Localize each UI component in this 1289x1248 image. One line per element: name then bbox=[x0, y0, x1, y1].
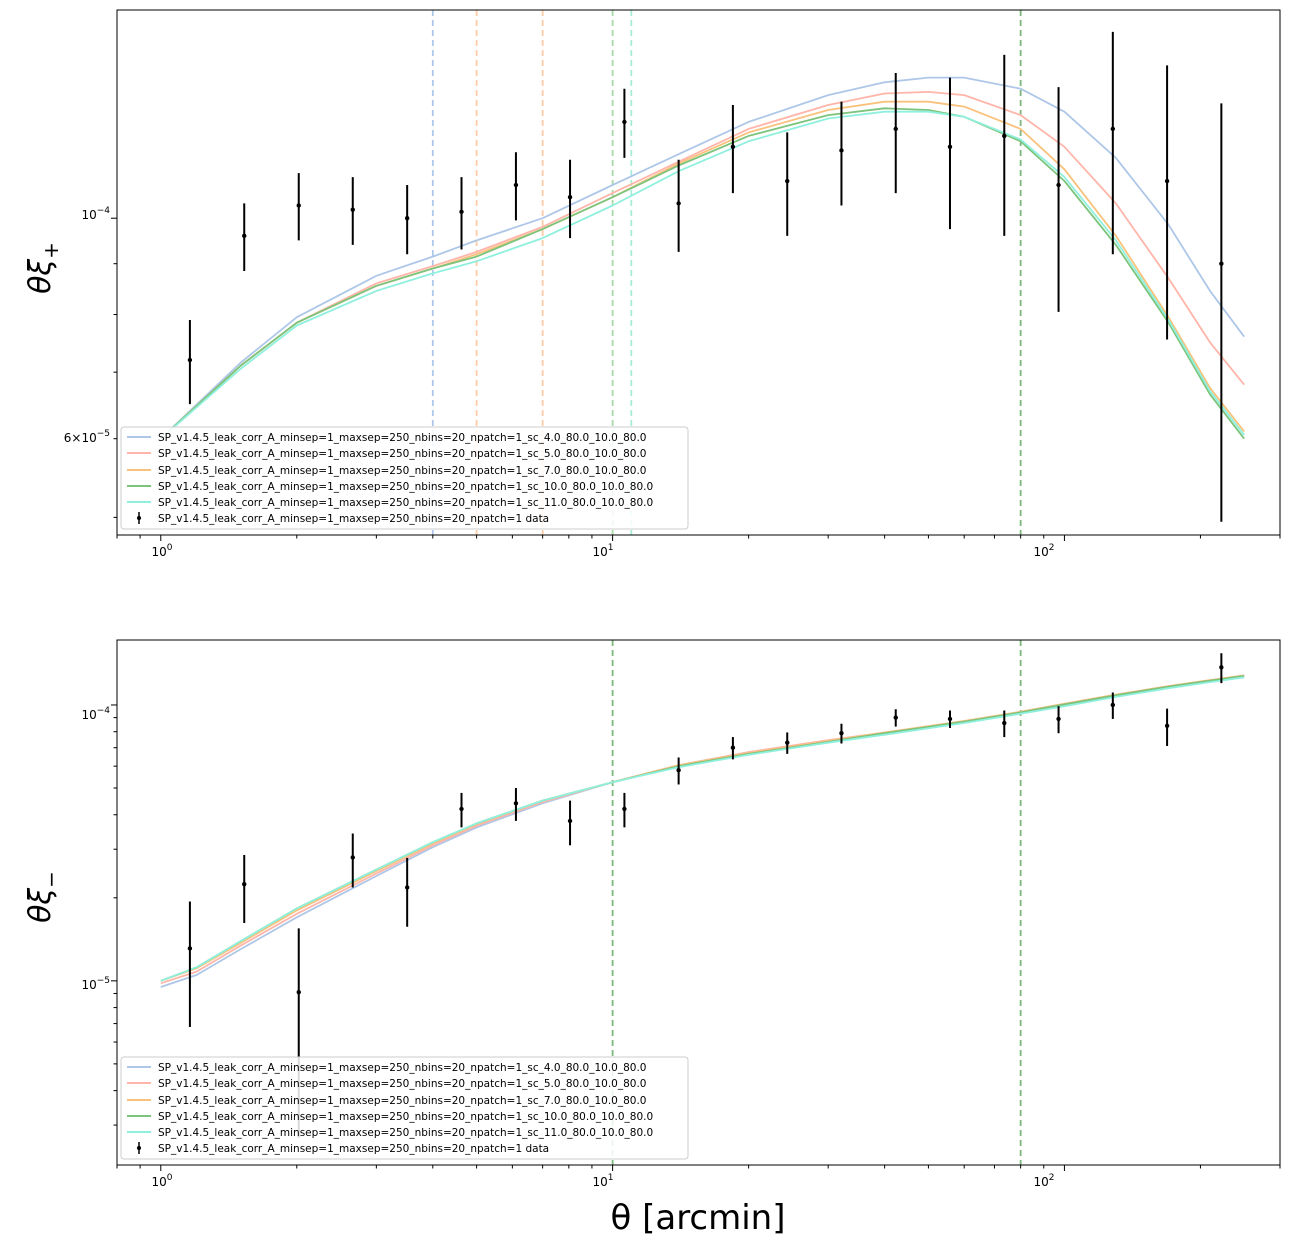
data-points bbox=[187, 653, 1224, 1138]
model-curve-sc-5-0-80-0-10-0-80-0 bbox=[160, 674, 1245, 985]
x-tick-label: 101 bbox=[592, 543, 613, 559]
data-point bbox=[296, 203, 301, 208]
panel-xi-minus bbox=[111, 639, 1281, 1171]
data-point bbox=[785, 740, 790, 745]
data-point bbox=[893, 126, 898, 132]
legend-top: SP_v1.4.5_leak_corr_A_minsep=1_maxsep=25… bbox=[120, 426, 689, 530]
xlabel: θ [arcmin] bbox=[610, 1198, 785, 1238]
legend-label: SP_v1.4.5_leak_corr_A_minsep=1_maxsep=25… bbox=[158, 481, 653, 493]
x-tick-label: 100 bbox=[151, 543, 172, 559]
data-point bbox=[1002, 720, 1007, 726]
legend-label: SP_v1.4.5_leak_corr_A_minsep=1_maxsep=25… bbox=[158, 465, 646, 477]
data-point bbox=[513, 182, 519, 188]
legend-label: SP_v1.4.5_leak_corr_A_minsep=1_maxsep=25… bbox=[158, 1062, 646, 1074]
legend-label: SP_v1.4.5_leak_corr_A_minsep=1_maxsep=25… bbox=[158, 1078, 646, 1090]
legend-label: SP_v1.4.5_leak_corr_A_minsep=1_maxsep=25… bbox=[158, 497, 653, 509]
data-point bbox=[839, 731, 844, 736]
data-point bbox=[187, 946, 193, 951]
data-point bbox=[785, 178, 790, 184]
x-tick-label: 102 bbox=[1033, 543, 1054, 559]
legend-marker bbox=[137, 1146, 141, 1150]
model-curve-sc-11-0-80-0-10-0-80-0 bbox=[160, 676, 1245, 982]
data-point bbox=[676, 201, 681, 206]
ylabel-xi-minus: θξ− bbox=[23, 871, 63, 923]
axes-frame bbox=[116, 639, 1281, 1166]
model-curve-sc-4-0-80-0-10-0-80-0 bbox=[160, 675, 1245, 988]
data-point bbox=[1056, 716, 1061, 722]
legend-bottom: SP_v1.4.5_leak_corr_A_minsep=1_maxsep=25… bbox=[120, 1056, 689, 1160]
data-point bbox=[1219, 665, 1224, 670]
model-curve-sc-10-0-80-0-10-0-80-0 bbox=[160, 107, 1245, 440]
y-tick-label: 6×10−5 bbox=[64, 429, 110, 445]
data-point bbox=[893, 715, 898, 720]
model-curve-sc-10-0-80-0-10-0-80-0 bbox=[160, 675, 1245, 982]
data-point bbox=[404, 216, 410, 221]
data-point bbox=[622, 119, 627, 125]
data-point bbox=[1056, 182, 1061, 188]
data-point bbox=[567, 194, 573, 200]
axes-frame bbox=[116, 9, 1281, 536]
panel-xi-plus bbox=[111, 9, 1281, 541]
x-tick-labels-bottom: 100 101 102 bbox=[151, 1173, 1054, 1189]
y-tick-labels-top: 10−4 6×10−5 bbox=[64, 206, 111, 445]
data-point bbox=[242, 233, 247, 239]
model-curves bbox=[160, 76, 1245, 440]
data-point bbox=[1002, 133, 1007, 139]
data-point bbox=[242, 882, 247, 887]
data-point bbox=[1164, 178, 1170, 184]
x-tick-label: 101 bbox=[592, 1173, 613, 1189]
legend-label: SP_v1.4.5_leak_corr_A_minsep=1_maxsep=25… bbox=[158, 1111, 653, 1123]
legend-frame bbox=[120, 426, 689, 530]
legend-label: SP_v1.4.5_leak_corr_A_minsep=1_maxsep=25… bbox=[158, 432, 646, 444]
data-point bbox=[730, 745, 736, 750]
model-curve-sc-7-0-80-0-10-0-80-0 bbox=[160, 100, 1245, 440]
data-points bbox=[187, 31, 1224, 522]
legend-label: SP_v1.4.5_leak_corr_A_minsep=1_maxsep=25… bbox=[158, 448, 646, 460]
ylabel-xi-plus: θξ+ bbox=[23, 242, 63, 294]
data-point bbox=[1164, 723, 1170, 729]
y-tick-label: 10−5 bbox=[81, 976, 110, 992]
data-point bbox=[1219, 261, 1224, 266]
data-point bbox=[947, 144, 953, 149]
x-tick-label: 100 bbox=[151, 1173, 172, 1189]
data-point bbox=[1110, 126, 1116, 132]
data-point bbox=[296, 989, 301, 995]
x-tick-labels-top: 100 101 102 bbox=[151, 543, 1054, 559]
model-curve-sc-4-0-80-0-10-0-80-0 bbox=[160, 76, 1245, 440]
data-point bbox=[459, 209, 464, 214]
y-tick-label: 10−4 bbox=[81, 206, 110, 222]
model-curve-sc-11-0-80-0-10-0-80-0 bbox=[160, 110, 1245, 440]
legend-marker bbox=[137, 516, 141, 520]
model-curve-sc-7-0-80-0-10-0-80-0 bbox=[160, 674, 1245, 982]
data-point bbox=[459, 806, 464, 812]
data-point bbox=[1110, 702, 1116, 708]
y-tick-label: 10−4 bbox=[81, 706, 110, 722]
data-point bbox=[839, 148, 844, 153]
data-point bbox=[187, 357, 193, 363]
legend-label: SP_v1.4.5_leak_corr_A_minsep=1_maxsep=25… bbox=[158, 1127, 653, 1139]
data-point bbox=[513, 801, 519, 806]
data-point bbox=[350, 855, 355, 860]
model-curve-sc-5-0-80-0-10-0-80-0 bbox=[160, 91, 1245, 440]
data-point bbox=[350, 207, 355, 212]
x-tick-label: 102 bbox=[1033, 1173, 1054, 1189]
data-point bbox=[676, 768, 681, 773]
legend-label: SP_v1.4.5_leak_corr_A_minsep=1_maxsep=25… bbox=[158, 513, 549, 525]
data-point bbox=[947, 716, 953, 722]
data-point bbox=[567, 818, 573, 824]
data-point bbox=[730, 144, 736, 149]
legend-label: SP_v1.4.5_leak_corr_A_minsep=1_maxsep=25… bbox=[158, 1143, 549, 1155]
legend-label: SP_v1.4.5_leak_corr_A_minsep=1_maxsep=25… bbox=[158, 1095, 646, 1107]
legend-frame bbox=[120, 1056, 689, 1160]
model-curves bbox=[160, 674, 1245, 988]
y-tick-labels-bottom: 10−4 10−5 bbox=[81, 706, 110, 992]
data-point bbox=[622, 806, 627, 812]
data-point bbox=[404, 885, 410, 890]
